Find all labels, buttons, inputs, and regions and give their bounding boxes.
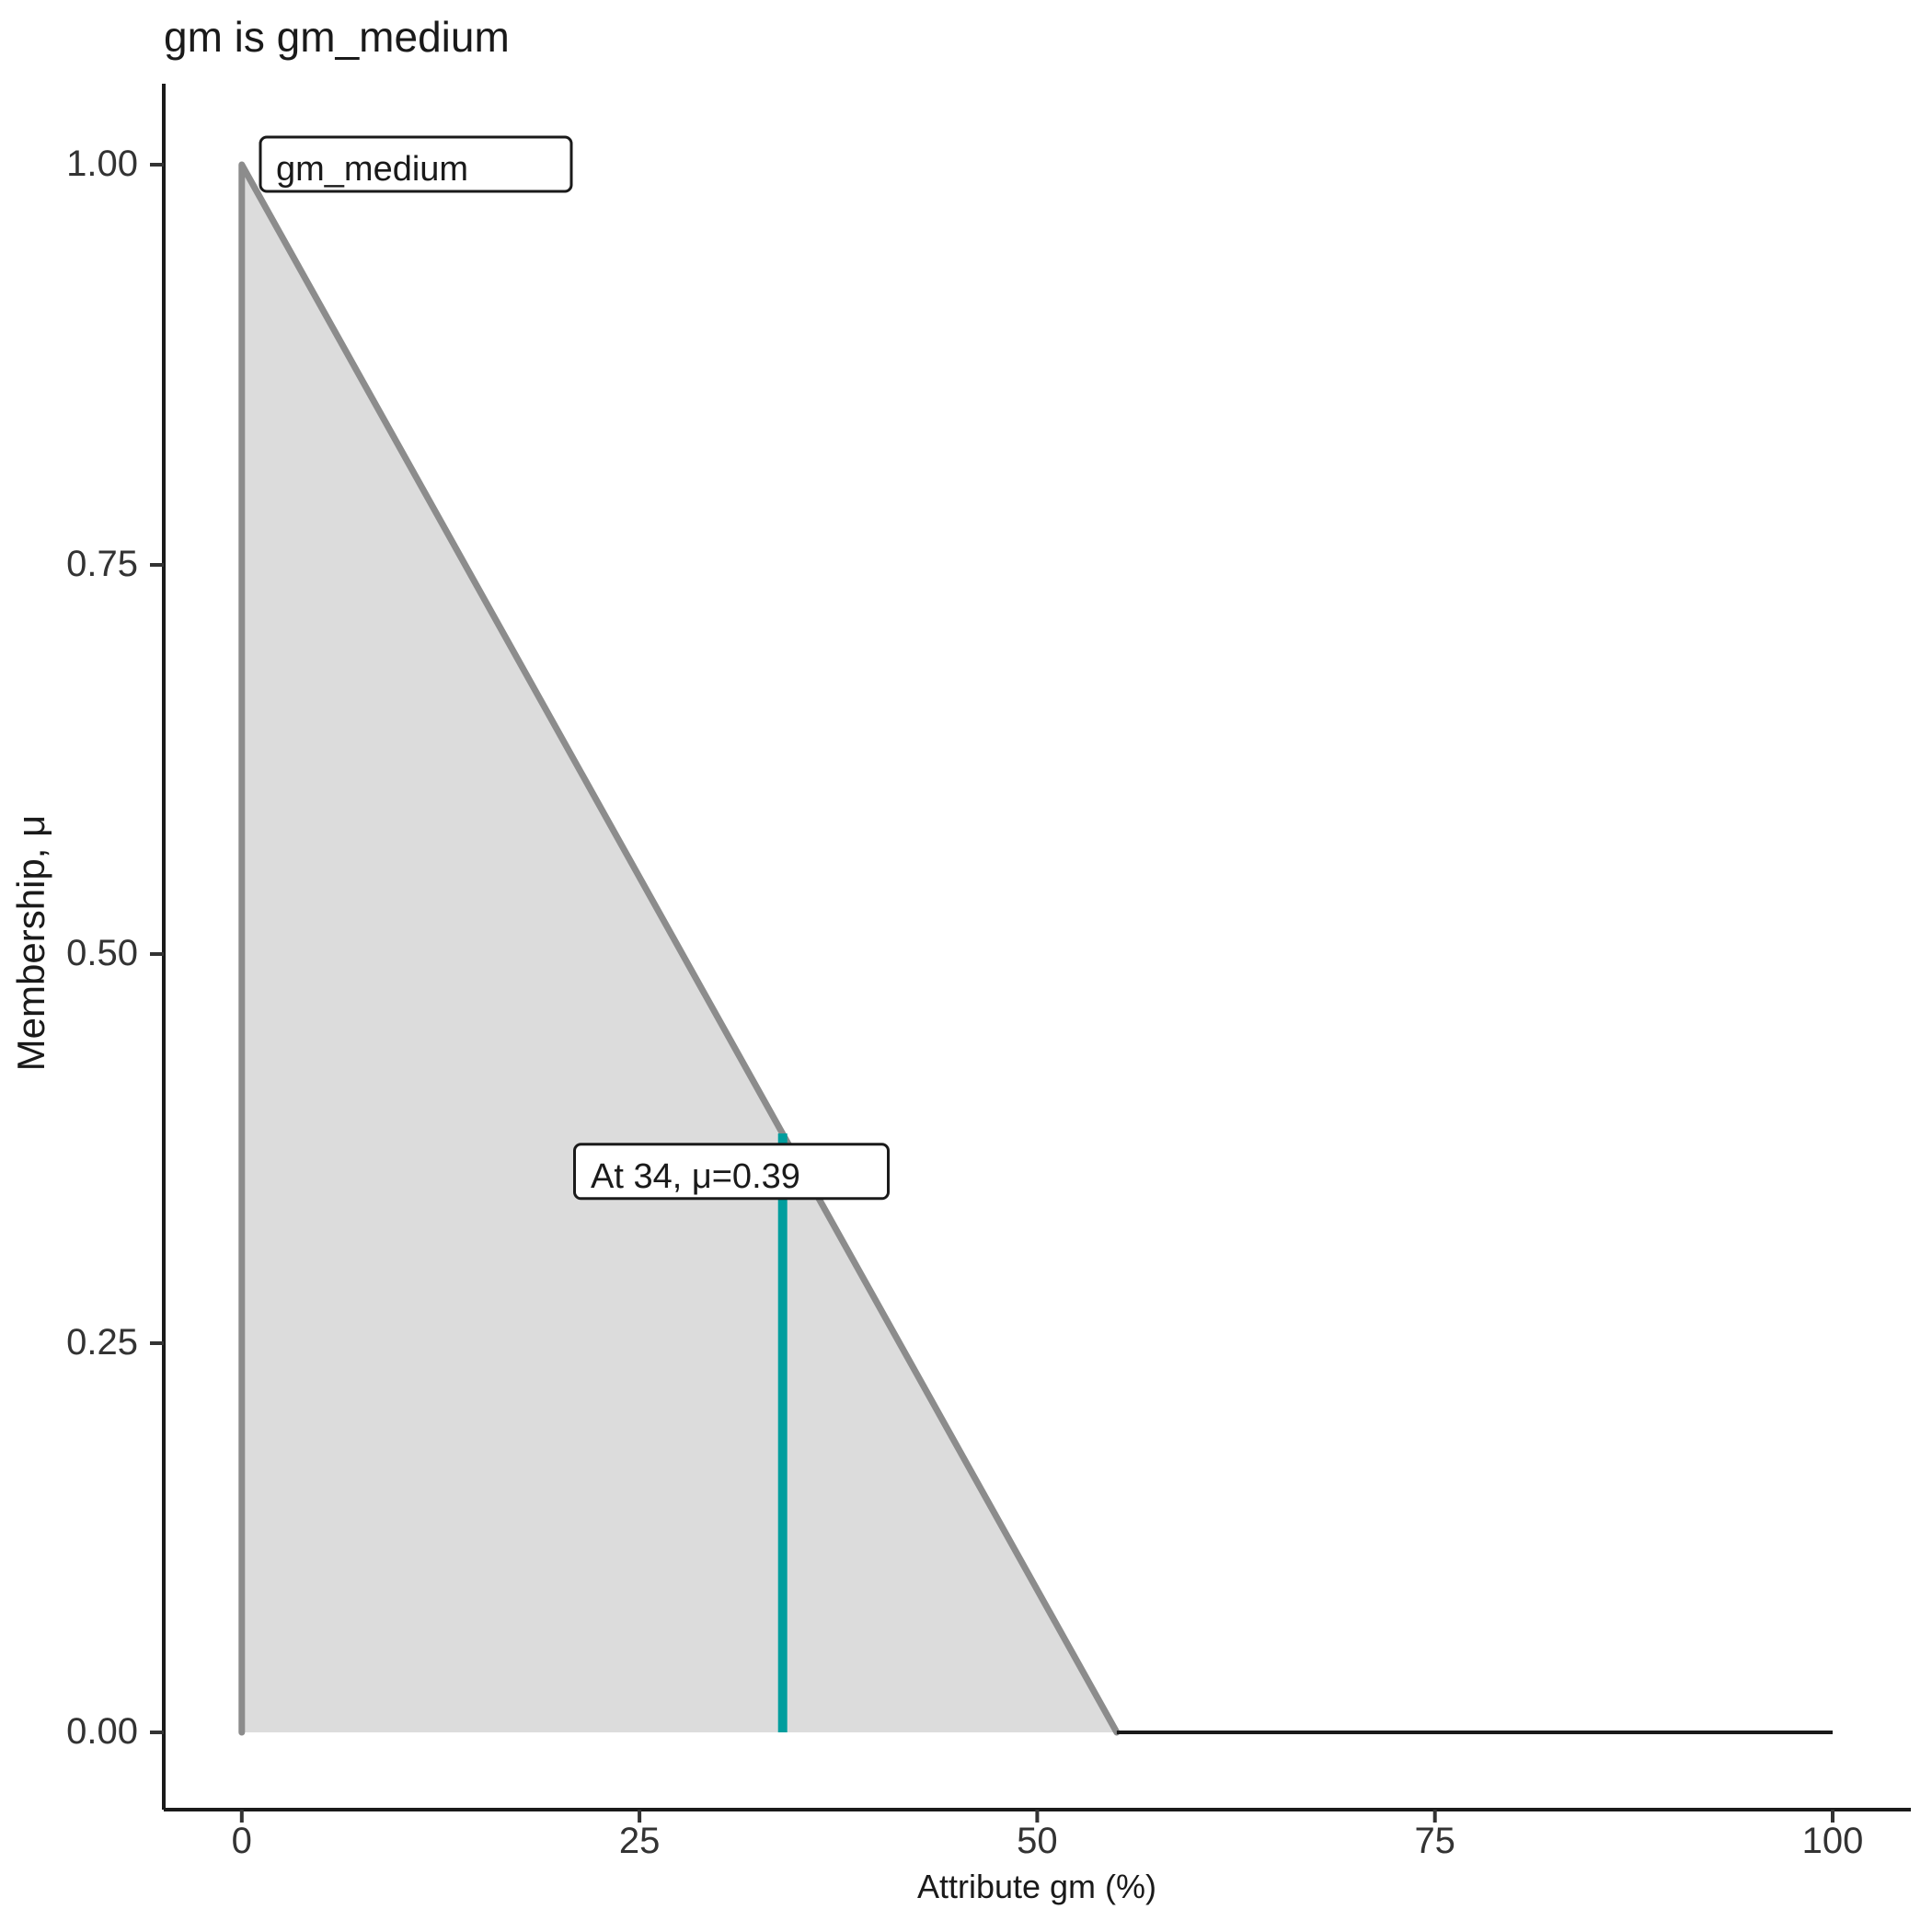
svg-text:gm_medium: gm_medium (276, 150, 468, 189)
svg-text:0.75: 0.75 (66, 544, 138, 584)
svg-text:Membership, μ: Membership, μ (9, 815, 52, 1072)
svg-text:Attribute gm (%): Attribute gm (%) (917, 1868, 1156, 1905)
svg-text:0.50: 0.50 (66, 933, 138, 973)
svg-text:50: 50 (1017, 1821, 1058, 1861)
svg-text:25: 25 (619, 1821, 661, 1861)
svg-text:100: 100 (1802, 1821, 1864, 1861)
svg-text:gm is gm_medium: gm is gm_medium (164, 13, 510, 61)
svg-text:At 34, μ=0.39: At 34, μ=0.39 (591, 1157, 800, 1196)
svg-text:75: 75 (1414, 1821, 1455, 1861)
svg-text:0.00: 0.00 (66, 1711, 138, 1752)
svg-text:1.00: 1.00 (66, 144, 138, 184)
svg-text:0: 0 (232, 1821, 252, 1861)
svg-text:0.25: 0.25 (66, 1322, 138, 1363)
